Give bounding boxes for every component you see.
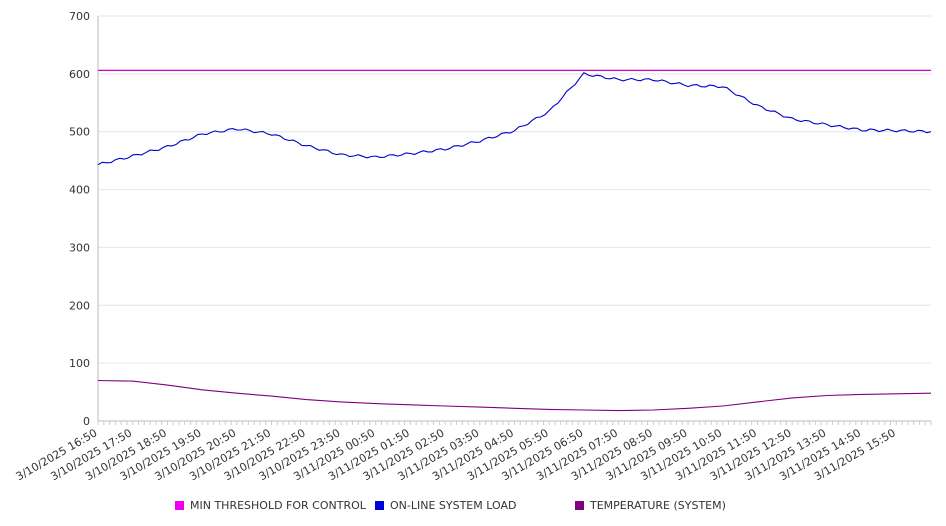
legend-item-temperature[interactable]: TEMPERATURE (SYSTEM)	[575, 499, 726, 512]
y-tick-label-400: 400	[69, 184, 90, 197]
legend-label-system-load: ON-LINE SYSTEM LOAD	[390, 499, 517, 512]
legend-label-threshold: MIN THRESHOLD FOR CONTROL	[190, 499, 366, 512]
y-tick-label-600: 600	[69, 68, 90, 81]
legend-item-system-load[interactable]: ON-LINE SYSTEM LOAD	[375, 499, 516, 512]
x-axis: 3/10/2025 16:503/10/2025 17:503/10/2025 …	[14, 420, 932, 483]
y-tick-label-0: 0	[83, 415, 90, 428]
legend-swatch-temperature	[575, 501, 584, 510]
legend-label-temperature: TEMPERATURE (SYSTEM)	[590, 499, 726, 512]
legend: MIN THRESHOLD FOR CONTROL ON-LINE SYSTEM…	[0, 499, 946, 515]
series-lines	[97, 69, 932, 412]
legend-item-threshold[interactable]: MIN THRESHOLD FOR CONTROL	[175, 499, 366, 512]
y-tick-label-100: 100	[69, 357, 90, 370]
y-tick-label-300: 300	[69, 241, 90, 254]
legend-swatch-threshold	[175, 501, 184, 510]
y-tick-label-700: 700	[69, 10, 90, 23]
y-axis: 0 100 200 300 400 500 600 700	[69, 10, 99, 428]
y-tick-label-500: 500	[69, 126, 90, 139]
series-line-1	[97, 71, 932, 166]
legend-swatch-system-load	[375, 501, 384, 510]
series-line-2	[97, 379, 932, 412]
grid	[98, 15, 931, 364]
y-tick-label-200: 200	[69, 299, 90, 312]
